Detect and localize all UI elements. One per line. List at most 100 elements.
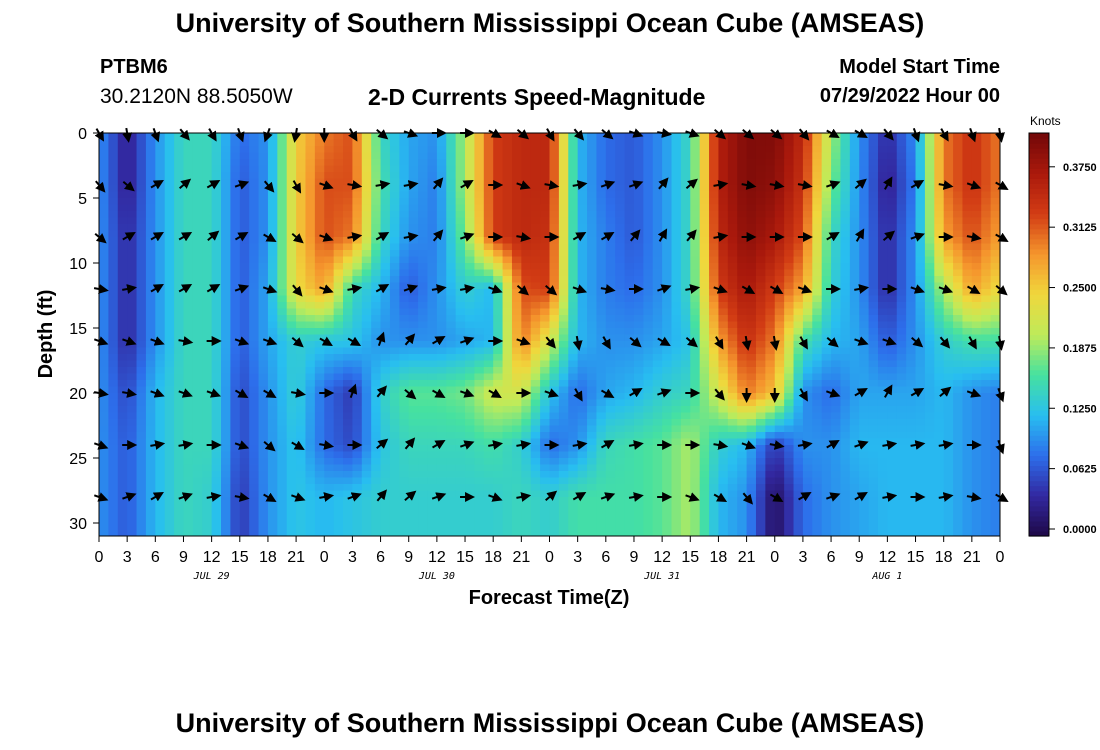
heatmap-cell	[709, 321, 720, 329]
heatmap-cell	[145, 139, 156, 147]
heatmap-cell	[164, 321, 175, 329]
heatmap-cell	[221, 451, 231, 459]
heatmap-cell	[605, 165, 616, 173]
heatmap-cell	[981, 230, 992, 238]
heatmap-cell	[408, 185, 419, 193]
heatmap-cell	[802, 432, 813, 440]
heatmap-cell	[221, 178, 231, 186]
heatmap-cell	[943, 308, 954, 316]
heatmap-cell	[633, 412, 644, 420]
heatmap-cell	[399, 412, 410, 420]
heatmap-cell	[924, 263, 935, 271]
heatmap-cell	[755, 458, 766, 466]
heatmap-cell	[587, 438, 598, 446]
heatmap-cell	[296, 406, 307, 414]
heatmap-cell	[521, 276, 532, 284]
heatmap-cell	[277, 334, 288, 342]
heatmap-cell	[183, 250, 194, 258]
heatmap-cell	[915, 191, 926, 199]
heatmap-cell	[164, 191, 175, 199]
heatmap-cell	[145, 243, 156, 251]
heatmap-cell	[380, 198, 391, 206]
heatmap-cell	[859, 224, 870, 232]
heatmap-cell	[924, 146, 935, 154]
heatmap-cell	[493, 172, 504, 180]
heatmap-cell	[183, 269, 194, 277]
heatmap-cell	[483, 308, 494, 316]
heatmap-cell	[455, 269, 466, 277]
heatmap-cell	[267, 211, 278, 219]
heatmap-cell	[296, 243, 307, 251]
heatmap-cell	[624, 341, 635, 349]
heatmap-cell	[755, 445, 766, 453]
heatmap-cell	[530, 380, 541, 388]
heatmap-cell	[399, 133, 410, 141]
heatmap-cell	[690, 263, 701, 271]
heatmap-cell	[915, 445, 926, 453]
heatmap-cell	[540, 347, 551, 355]
heatmap-cell	[915, 425, 926, 433]
heatmap-cell	[868, 282, 879, 290]
heatmap-cell	[493, 347, 504, 355]
heatmap-cell	[934, 328, 945, 336]
heatmap-cell	[652, 386, 663, 394]
heatmap-cell	[868, 146, 879, 154]
heatmap-cell	[868, 406, 879, 414]
heatmap-cell	[267, 204, 278, 212]
heatmap-cell	[906, 399, 917, 407]
heatmap-cell	[352, 146, 363, 154]
heatmap-cell	[521, 191, 532, 199]
heatmap-cell	[690, 445, 701, 453]
heatmap-cell	[662, 367, 673, 375]
heatmap-cell	[493, 354, 504, 362]
heatmap-cell	[727, 185, 738, 193]
heatmap-cell	[343, 243, 354, 251]
heatmap-cell	[718, 406, 729, 414]
heatmap-cell	[361, 451, 372, 459]
heatmap-cell	[859, 328, 870, 336]
heatmap-cell	[718, 165, 729, 173]
heatmap-cell	[540, 282, 551, 290]
heatmap-cell	[530, 386, 541, 394]
heatmap-cell	[521, 256, 532, 264]
heatmap-cell	[680, 458, 691, 466]
heatmap-cell	[174, 172, 185, 180]
heatmap-cell	[615, 263, 626, 271]
heatmap-cell	[558, 185, 569, 193]
heatmap-cell	[371, 419, 382, 427]
heatmap-cell	[343, 393, 354, 401]
heatmap-cell	[577, 165, 588, 173]
heatmap-cell	[418, 315, 429, 323]
heatmap-cell	[174, 373, 185, 381]
heatmap-cell	[446, 425, 457, 433]
heatmap-cell	[465, 380, 476, 388]
heatmap-cell	[615, 204, 626, 212]
heatmap-cell	[737, 399, 748, 407]
heatmap-cell	[418, 295, 429, 303]
heatmap-cell	[859, 250, 870, 258]
heatmap-cell	[277, 133, 288, 141]
heatmap-cell	[371, 367, 382, 375]
heatmap-cell	[643, 282, 654, 290]
heatmap-cell	[436, 347, 447, 355]
heatmap-cell	[924, 334, 935, 342]
heatmap-cell	[174, 204, 185, 212]
heatmap-cell	[737, 204, 748, 212]
heatmap-cell	[596, 321, 607, 329]
heatmap-cell	[418, 152, 429, 160]
heatmap-cell	[802, 308, 813, 316]
heatmap-cell	[596, 341, 607, 349]
heatmap-cell	[868, 308, 879, 316]
heatmap-cell	[343, 321, 354, 329]
heatmap-cell	[361, 308, 372, 316]
heatmap-cell	[164, 302, 175, 310]
heatmap-cell	[314, 178, 325, 186]
heatmap-cell	[465, 152, 476, 160]
heatmap-cell	[427, 419, 438, 427]
heatmap-cell	[849, 438, 860, 446]
heatmap-cell	[540, 334, 551, 342]
heatmap-cell	[699, 237, 710, 245]
heatmap-cell	[258, 276, 269, 284]
heatmap-cell	[427, 464, 438, 472]
heatmap-cell	[380, 263, 391, 271]
